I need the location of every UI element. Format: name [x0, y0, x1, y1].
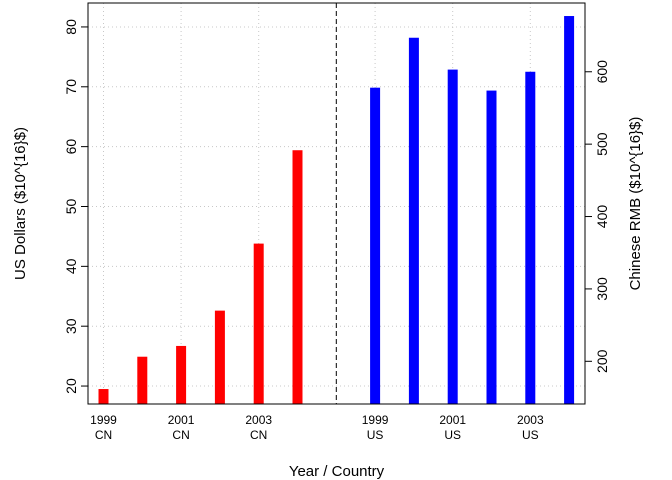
right-tick-label: 300 [594, 277, 610, 301]
x-tick-label-year: 2001 [168, 413, 195, 427]
bar-cn-2001 [176, 345, 187, 404]
right-tick-label: 200 [594, 349, 610, 373]
right-y-axis: 200 300 400 500 600 [584, 60, 610, 373]
left-tick-label: 40 [63, 258, 79, 274]
bar-cn-2003 [253, 243, 264, 404]
bar-cn-2004 [292, 150, 303, 404]
bar-us-2002 [486, 90, 497, 404]
bar-cn-2000 [137, 356, 148, 404]
x-tick-label-year: 1999 [362, 413, 389, 427]
bar-us-2001 [447, 69, 458, 405]
left-tick-label: 80 [63, 19, 79, 35]
left-tick-label: 30 [63, 318, 79, 334]
left-tick-label: 60 [63, 139, 79, 155]
bar-us-2004 [564, 16, 575, 405]
bar-cn-1999 [98, 389, 109, 404]
bar-cn-2002 [214, 310, 225, 404]
bar-us-2000 [408, 37, 419, 404]
left-y-axis: 20 30 40 50 60 70 80 [63, 19, 89, 394]
x-tick-label-country: CN [250, 428, 267, 442]
x-tick-label-year: 2001 [439, 413, 466, 427]
x-tick-label-country: US [522, 428, 539, 442]
bars [98, 16, 575, 405]
x-tick-label-year: 2003 [517, 413, 544, 427]
left-tick-label: 20 [63, 378, 79, 394]
x-tick-label-country: CN [172, 428, 189, 442]
x-tick-label-year: 1999 [90, 413, 117, 427]
right-y-axis-title: Chinese RMB ($10^{16}$) [627, 117, 644, 291]
x-tick-label-country: US [367, 428, 384, 442]
right-tick-label: 400 [594, 205, 610, 229]
x-tick-label-year: 2003 [245, 413, 272, 427]
left-y-axis-title: US Dollars ($10^{16}$) [12, 127, 29, 280]
x-axis-title: Year / Country [289, 463, 385, 480]
left-tick-label: 70 [63, 79, 79, 95]
right-tick-label: 500 [594, 132, 610, 156]
bar-us-1999 [370, 87, 381, 404]
x-tick-label-country: CN [95, 428, 112, 442]
left-tick-label: 50 [63, 198, 79, 214]
bar-us-2003 [525, 71, 536, 404]
right-tick-label: 600 [594, 60, 610, 84]
x-tick-label-country: US [444, 428, 461, 442]
